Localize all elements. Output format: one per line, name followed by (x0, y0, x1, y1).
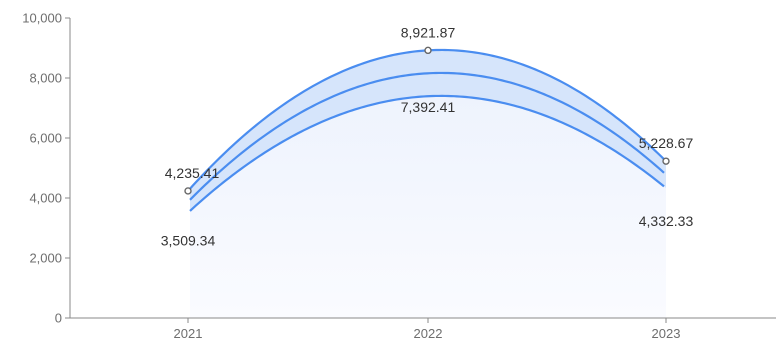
upper-data-label: 5,228.67 (639, 135, 694, 151)
lower-series-line (189, 94, 665, 212)
y-tick-label: 4,000 (29, 191, 62, 206)
upper-point-marker (424, 46, 432, 55)
y-tick-label: 0 (55, 311, 62, 326)
y-tick-label: 6,000 (29, 131, 62, 146)
lower-data-label: 3,509.34 (161, 233, 216, 249)
y-tick-label: 8,000 (29, 71, 62, 86)
x-tick-label: 2023 (652, 326, 681, 341)
upper-data-label: 4,235.41 (165, 165, 220, 181)
y-tick-label: 10,000 (22, 11, 62, 26)
middle-line (189, 71, 665, 201)
lower-data-label: 4,332.33 (639, 213, 694, 229)
upper-data-label: 8,921.87 (401, 24, 456, 40)
lower-data-label: 7,392.41 (401, 99, 456, 115)
x-tick-label: 2021 (174, 326, 203, 341)
upper-point-marker (662, 157, 670, 165)
confidence-band-fill (190, 49, 666, 211)
y-tick-label: 2,000 (29, 251, 62, 266)
under-band-fill (190, 95, 666, 318)
upper-point-marker (184, 187, 192, 195)
x-tick-label: 2022 (414, 326, 443, 341)
